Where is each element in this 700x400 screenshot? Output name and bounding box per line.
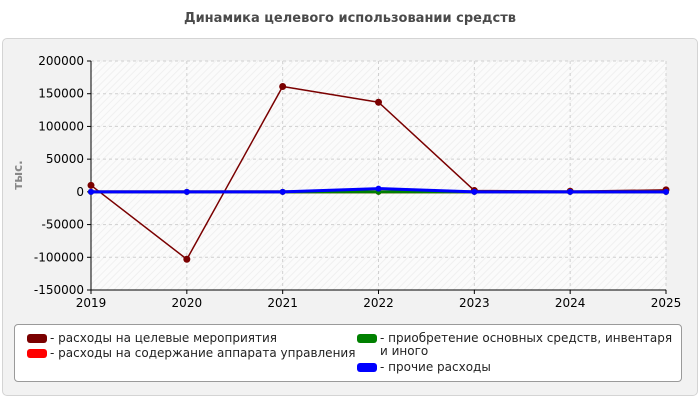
data-point bbox=[471, 188, 478, 195]
y-tick-label: -50000 bbox=[41, 218, 84, 232]
data-point bbox=[375, 98, 382, 106]
y-tick-label: 150000 bbox=[38, 87, 84, 101]
x-tick-label: 2022 bbox=[363, 296, 394, 310]
legend-swatch bbox=[357, 363, 377, 372]
x-tick-label: 2025 bbox=[651, 296, 682, 310]
data-point bbox=[183, 255, 191, 263]
data-point bbox=[279, 83, 287, 91]
x-tick-label: 2020 bbox=[172, 296, 203, 310]
y-tick-label: 200000 bbox=[38, 54, 84, 68]
data-point bbox=[87, 181, 95, 189]
x-tick-label: 2019 bbox=[76, 296, 107, 310]
legend-swatch bbox=[27, 349, 47, 358]
data-point bbox=[183, 188, 190, 195]
legend-item-other-expenses: - прочие расходы bbox=[357, 361, 677, 374]
y-tick-label: 100000 bbox=[38, 119, 84, 133]
tick-labels: 200000 150000 100000 50000 0 -50000 -100000 -15… bbox=[34, 54, 681, 310]
chart-title: Динамика целевого использовании средств bbox=[184, 11, 516, 26]
legend-item-admin-expenses: - расходы на содержание аппарата управле… bbox=[27, 347, 357, 360]
data-point bbox=[88, 188, 94, 195]
legend-item-target-expenses: - расходы на целевые мероприятия bbox=[27, 332, 347, 345]
y-axis-label: тыс. bbox=[11, 160, 25, 189]
legend: - расходы на целевые мероприятия - расхо… bbox=[14, 324, 682, 382]
series-group bbox=[87, 83, 670, 263]
y-tick-label: 50000 bbox=[46, 152, 84, 166]
data-point bbox=[279, 188, 286, 195]
x-tick-label: 2023 bbox=[459, 296, 490, 310]
y-tick-label: 0 bbox=[76, 185, 84, 199]
legend-label: - прочие расходы bbox=[380, 360, 491, 374]
y-tick-label: -100000 bbox=[34, 250, 84, 264]
x-tick-label: 2021 bbox=[267, 296, 298, 310]
x-tick-label: 2024 bbox=[555, 296, 586, 310]
legend-label: - расходы на содержание аппарата управле… bbox=[50, 346, 356, 360]
legend-label: - приобретение основных средств, инвента… bbox=[380, 331, 673, 358]
y-tick-label: -150000 bbox=[34, 283, 84, 297]
legend-item-fixed-assets: - приобретение основных средств, инвента… bbox=[357, 332, 677, 358]
data-point bbox=[567, 188, 574, 195]
legend-swatch bbox=[357, 334, 377, 343]
legend-label: - расходы на целевые мероприятия bbox=[50, 331, 277, 345]
data-point bbox=[375, 185, 382, 192]
data-point bbox=[663, 188, 669, 195]
legend-swatch bbox=[27, 334, 47, 343]
